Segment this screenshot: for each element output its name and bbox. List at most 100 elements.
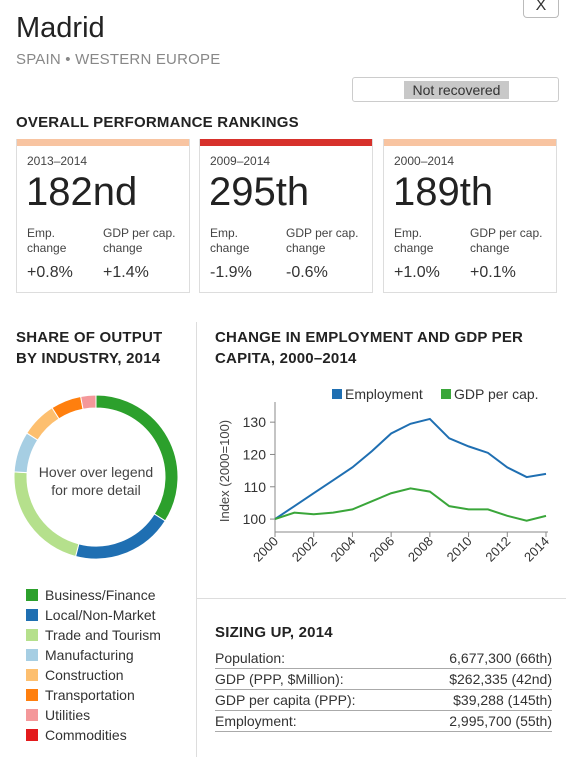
legend-label: Local/Non-Market: [45, 607, 156, 623]
gdp-change-value: +1.4%: [103, 264, 149, 281]
x-tick-label: 2006: [366, 534, 397, 565]
emp-change-label: Emp. change: [394, 226, 434, 255]
legend-item[interactable]: Transportation: [26, 685, 161, 705]
legend-swatch: [26, 729, 38, 741]
sizing-label: Population:: [215, 650, 286, 666]
rank-value: 182nd: [26, 170, 138, 214]
rank-card-bar: [17, 139, 189, 146]
emp-change-value: +0.8%: [27, 264, 73, 281]
gdp-change-value: +0.1%: [470, 264, 516, 281]
divider-horizontal: [196, 598, 566, 599]
x-tick-label: 2010: [444, 534, 475, 565]
gdp-change-label: GDP per cap. change: [103, 226, 176, 255]
rank-value: 189th: [393, 170, 494, 214]
sizing-value: $39,288 (145th): [453, 692, 552, 708]
gdp-change-value: -0.6%: [286, 264, 328, 281]
series-line-employment: [274, 417, 547, 520]
emp-change-value: +1.0%: [394, 264, 440, 281]
legend-label: Transportation: [45, 687, 135, 703]
emp-change-label: Emp. change: [27, 226, 67, 255]
y-tick-label: 110: [244, 479, 267, 495]
legend-label: Trade and Tourism: [45, 627, 161, 643]
legend-swatch: [26, 689, 38, 701]
share-title: SHARE OF OUTPUT BY INDUSTRY, 2014: [16, 327, 162, 369]
gdp-change-label: GDP per cap. change: [286, 226, 359, 255]
legend-item[interactable]: Utilities: [26, 705, 161, 725]
sizing-row: GDP (PPP, $Million): $262,335 (42nd): [215, 669, 552, 690]
series-line-gdp-per-capita: [274, 487, 547, 522]
rank-card: 2009–2014 295th Emp. change GDP per cap. ch…: [199, 139, 373, 293]
legend-item[interactable]: Trade and Tourism: [26, 625, 161, 645]
sizing-value: 6,677,300 (66th): [449, 650, 552, 666]
rank-card: 2013–2014 182nd Emp. change GDP per cap. ch…: [16, 139, 190, 293]
donut-slice[interactable]: [74, 513, 166, 560]
donut-slice[interactable]: [80, 394, 97, 410]
x-tick-label: 2004: [327, 534, 358, 565]
chart-legend-swatch: [332, 389, 342, 399]
share-title-line1: SHARE OF OUTPUT: [16, 329, 163, 346]
legend-swatch: [26, 629, 38, 641]
donut-hint: Hover over legend for more detail: [38, 464, 154, 498]
legend-item[interactable]: Business/Finance: [26, 585, 161, 605]
trend-title: CHANGE IN EMPLOYMENT AND GDP PER CAPITA,…: [215, 327, 523, 369]
industry-legend: Business/Finance Local/Non-Market Trade an…: [26, 585, 161, 745]
sizing-row: GDP per capita (PPP): $39,288 (145th): [215, 690, 552, 711]
rank-card-bar: [200, 139, 372, 146]
y-axis-label: Index (2000=100): [217, 420, 232, 522]
x-tick-label: 2002: [289, 534, 320, 565]
y-tick-label: 100: [243, 511, 267, 527]
legend-label: Construction: [45, 667, 124, 683]
sizing-label: GDP per capita (PPP):: [215, 692, 356, 708]
chart-legend-swatch: [441, 389, 451, 399]
rank-period: 2013–2014: [27, 154, 88, 168]
rank-card: 2000–2014 189th Emp. change GDP per cap. ch…: [383, 139, 557, 293]
industry-donut-chart: [13, 394, 179, 560]
sizing-row: Employment: 2,995,700 (55th): [215, 711, 552, 732]
y-tick-label: 130: [243, 414, 267, 430]
chart-legend-label[interactable]: GDP per cap.: [454, 386, 539, 402]
rankings-title: OVERALL PERFORMANCE RANKINGS: [16, 114, 299, 131]
legend-label: Business/Finance: [45, 587, 156, 603]
legend-swatch: [26, 669, 38, 681]
x-tick-label: 2014: [521, 534, 552, 565]
sizing-title: SIZING UP, 2014: [215, 624, 333, 641]
legend-item[interactable]: Local/Non-Market: [26, 605, 161, 625]
rank-period: 2000–2014: [394, 154, 455, 168]
legend-item[interactable]: Construction: [26, 665, 161, 685]
legend-label: Manufacturing: [45, 647, 134, 663]
x-tick-label: 2008: [405, 534, 436, 565]
sizing-label: GDP (PPP, $Million):: [215, 671, 344, 687]
legend-label: Utilities: [45, 707, 91, 723]
x-tick-label: 2012: [482, 534, 513, 565]
share-title-line2: BY INDUSTRY, 2014: [16, 350, 161, 367]
rank-card-bar: [384, 139, 556, 146]
sizing-value: 2,995,700 (55th): [449, 713, 552, 729]
emp-change-value: -1.9%: [210, 264, 252, 281]
status-badge: Not recovered: [404, 81, 509, 99]
legend-swatch: [26, 709, 38, 721]
region-label: SPAIN • WESTERN EUROPE: [16, 51, 221, 68]
divider-vertical: [196, 322, 197, 757]
legend-item[interactable]: Manufacturing: [26, 645, 161, 665]
close-button[interactable]: X: [523, 0, 559, 18]
legend-swatch: [26, 649, 38, 661]
legend-item[interactable]: Commodities: [26, 725, 161, 745]
sizing-table: Population: 6,677,300 (66th) GDP (PPP, $Mi…: [215, 648, 552, 732]
donut-slice[interactable]: [51, 395, 84, 420]
gdp-change-label: GDP per cap. change: [470, 226, 543, 255]
recovery-status: Not recovered: [352, 77, 559, 102]
legend-swatch: [26, 589, 38, 601]
city-name: Madrid: [16, 12, 105, 44]
legend-swatch: [26, 609, 38, 621]
x-tick-label: 2000: [250, 534, 281, 565]
donut-slice[interactable]: [26, 407, 60, 441]
emp-change-label: Emp. change: [210, 226, 250, 255]
rank-value: 295th: [209, 170, 310, 214]
legend-label: Commodities: [45, 727, 127, 743]
chart-legend-label[interactable]: Employment: [345, 386, 423, 402]
rank-period: 2009–2014: [210, 154, 271, 168]
sizing-row: Population: 6,677,300 (66th): [215, 648, 552, 669]
y-tick-label: 120: [243, 446, 267, 462]
donut-slice[interactable]: [95, 394, 179, 522]
